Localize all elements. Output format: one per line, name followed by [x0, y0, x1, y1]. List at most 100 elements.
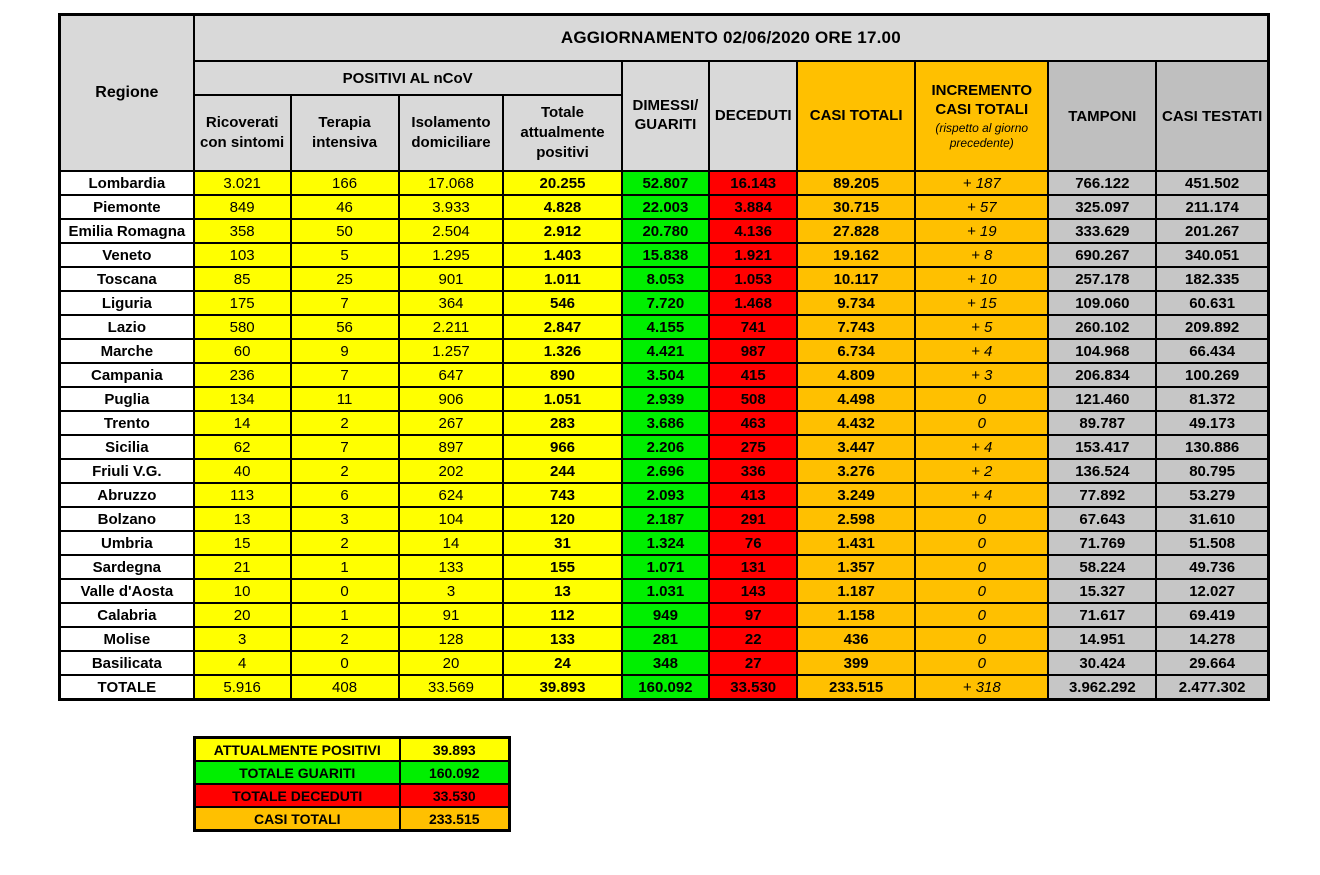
cell-isolamento-domiciliare: 91	[397, 602, 505, 628]
cell-casi-totali: 4.498	[796, 386, 917, 412]
region-table-body: Lombardia 3.021 166 17.068 20.255 52.807 16.14…	[58, 170, 1270, 701]
cell-totale-positivi: 2.847	[502, 314, 623, 340]
cell-deceduti: 508	[708, 386, 799, 412]
cell-incremento: + 187	[914, 170, 1050, 196]
casi-totali-column-header: CASI TOTALI	[796, 60, 917, 172]
region-name: Lazio	[58, 314, 195, 340]
cell-totale-positivi: 283	[502, 410, 623, 436]
cell-totale-positivi: 4.828	[502, 194, 623, 220]
region-name: Valle d'Aosta	[58, 578, 195, 604]
cell-casi-totali: 1.187	[796, 578, 917, 604]
summary-value: 39.893	[398, 736, 511, 762]
region-row-valle-d-aosta: Valle d'Aosta 10 0 3 13 1.031 143 1.187 0 15.327 1…	[58, 578, 1270, 604]
region-name: Emilia Romagna	[58, 218, 195, 244]
cell-tamponi: 30.424	[1047, 650, 1158, 676]
cell-totale-positivi: 1.403	[502, 242, 623, 268]
cell-isolamento-domiciliare: 1.295	[397, 242, 505, 268]
cell-tamponi: 71.769	[1047, 530, 1158, 556]
tamponi-column-header: TAMPONI	[1047, 60, 1158, 172]
cell-terapia-intensiva: 5	[289, 242, 400, 268]
cell-ricoverati: 14	[192, 410, 292, 436]
cell-tamponi: 77.892	[1047, 482, 1158, 508]
cell-isolamento-domiciliare: 133	[397, 554, 505, 580]
cell-casi-testati: 130.886	[1155, 434, 1270, 460]
cell-isolamento-domiciliare: 2.211	[397, 314, 505, 340]
cell-tamponi: 690.267	[1047, 242, 1158, 268]
cell-casi-testati: 69.419	[1155, 602, 1270, 628]
summary-row-casi-totali: CASI TOTALI 233.515	[193, 806, 511, 832]
cell-incremento: 0	[914, 650, 1050, 676]
cell-isolamento-domiciliare: 647	[397, 362, 505, 388]
cell-deceduti: 1.053	[708, 266, 799, 292]
cell-incremento: + 4	[914, 434, 1050, 460]
casi-testati-column-header: CASI TESTATI	[1155, 60, 1270, 172]
cell-casi-totali: 436	[796, 626, 917, 652]
cell-deceduti: 3.884	[708, 194, 799, 220]
cell-isolamento-domiciliare: 104	[397, 506, 505, 532]
cell-dimessi-guariti: 4.421	[620, 338, 711, 364]
cell-ricoverati: 13	[192, 506, 292, 532]
summary-value: 233.515	[398, 806, 511, 832]
cell-isolamento-domiciliare: 3	[397, 578, 505, 604]
cell-casi-totali: 4.809	[796, 362, 917, 388]
cell-terapia-intensiva: 2	[289, 458, 400, 484]
cell-deceduti: 291	[708, 506, 799, 532]
cell-casi-totali: 7.743	[796, 314, 917, 340]
cell-casi-totali: 27.828	[796, 218, 917, 244]
cell-tamponi: 260.102	[1047, 314, 1158, 340]
cell-incremento: 0	[914, 506, 1050, 532]
cell-totale-positivi: 1.326	[502, 338, 623, 364]
region-row-veneto: Veneto 103 5 1.295 1.403 15.838 1.921 19.162 + 8…	[58, 242, 1270, 268]
cell-ricoverati: 134	[192, 386, 292, 412]
cell-totale-positivi: 120	[502, 506, 623, 532]
region-name: Molise	[58, 626, 195, 652]
region-row-marche: Marche 60 9 1.257 1.326 4.421 987 6.734 + 4 104.9…	[58, 338, 1270, 364]
cell-tamponi: 14.951	[1047, 626, 1158, 652]
cell-isolamento-domiciliare: 128	[397, 626, 505, 652]
cell-incremento: + 318	[914, 674, 1050, 701]
cell-totale-positivi: 112	[502, 602, 623, 628]
cell-tamponi: 109.060	[1047, 290, 1158, 316]
cell-terapia-intensiva: 9	[289, 338, 400, 364]
region-name: Calabria	[58, 602, 195, 628]
cell-deceduti: 413	[708, 482, 799, 508]
cell-dimessi-guariti: 949	[620, 602, 711, 628]
cell-casi-totali: 233.515	[796, 674, 917, 701]
summary-label: TOTALE DECEDUTI	[193, 783, 401, 808]
cell-ricoverati: 62	[192, 434, 292, 460]
cell-incremento: + 19	[914, 218, 1050, 244]
cell-casi-totali: 3.276	[796, 458, 917, 484]
cell-dimessi-guariti: 2.939	[620, 386, 711, 412]
cell-totale-positivi: 133	[502, 626, 623, 652]
region-name: Marche	[58, 338, 195, 364]
summary-value: 160.092	[398, 760, 511, 785]
cell-dimessi-guariti: 8.053	[620, 266, 711, 292]
cell-incremento: + 4	[914, 338, 1050, 364]
cell-deceduti: 741	[708, 314, 799, 340]
cell-terapia-intensiva: 2	[289, 530, 400, 556]
cell-ricoverati: 3	[192, 626, 292, 652]
cell-dimessi-guariti: 160.092	[620, 674, 711, 701]
summary-table-body: ATTUALMENTE POSITIVI 39.893 TOTALE GUARITI…	[193, 736, 511, 832]
cell-casi-testati: 49.173	[1155, 410, 1270, 436]
cell-casi-testati: 451.502	[1155, 170, 1270, 196]
region-name: Lombardia	[58, 170, 195, 196]
cell-deceduti: 987	[708, 338, 799, 364]
region-name: TOTALE	[58, 674, 195, 701]
cell-isolamento-domiciliare: 202	[397, 458, 505, 484]
cell-totale-positivi: 966	[502, 434, 623, 460]
cell-totale-positivi: 20.255	[502, 170, 623, 196]
cell-casi-testati: 201.267	[1155, 218, 1270, 244]
cell-dimessi-guariti: 20.780	[620, 218, 711, 244]
cell-casi-totali: 4.432	[796, 410, 917, 436]
cell-terapia-intensiva: 11	[289, 386, 400, 412]
region-name: Toscana	[58, 266, 195, 292]
cell-terapia-intensiva: 0	[289, 650, 400, 676]
region-row-basilicata: Basilicata 4 0 20 24 348 27 399 0 30.424 29.664	[58, 650, 1270, 676]
cell-casi-testati: 182.335	[1155, 266, 1270, 292]
cell-isolamento-domiciliare: 1.257	[397, 338, 505, 364]
cell-terapia-intensiva: 7	[289, 434, 400, 460]
cell-isolamento-domiciliare: 901	[397, 266, 505, 292]
cell-ricoverati: 5.916	[192, 674, 292, 701]
cell-tamponi: 257.178	[1047, 266, 1158, 292]
